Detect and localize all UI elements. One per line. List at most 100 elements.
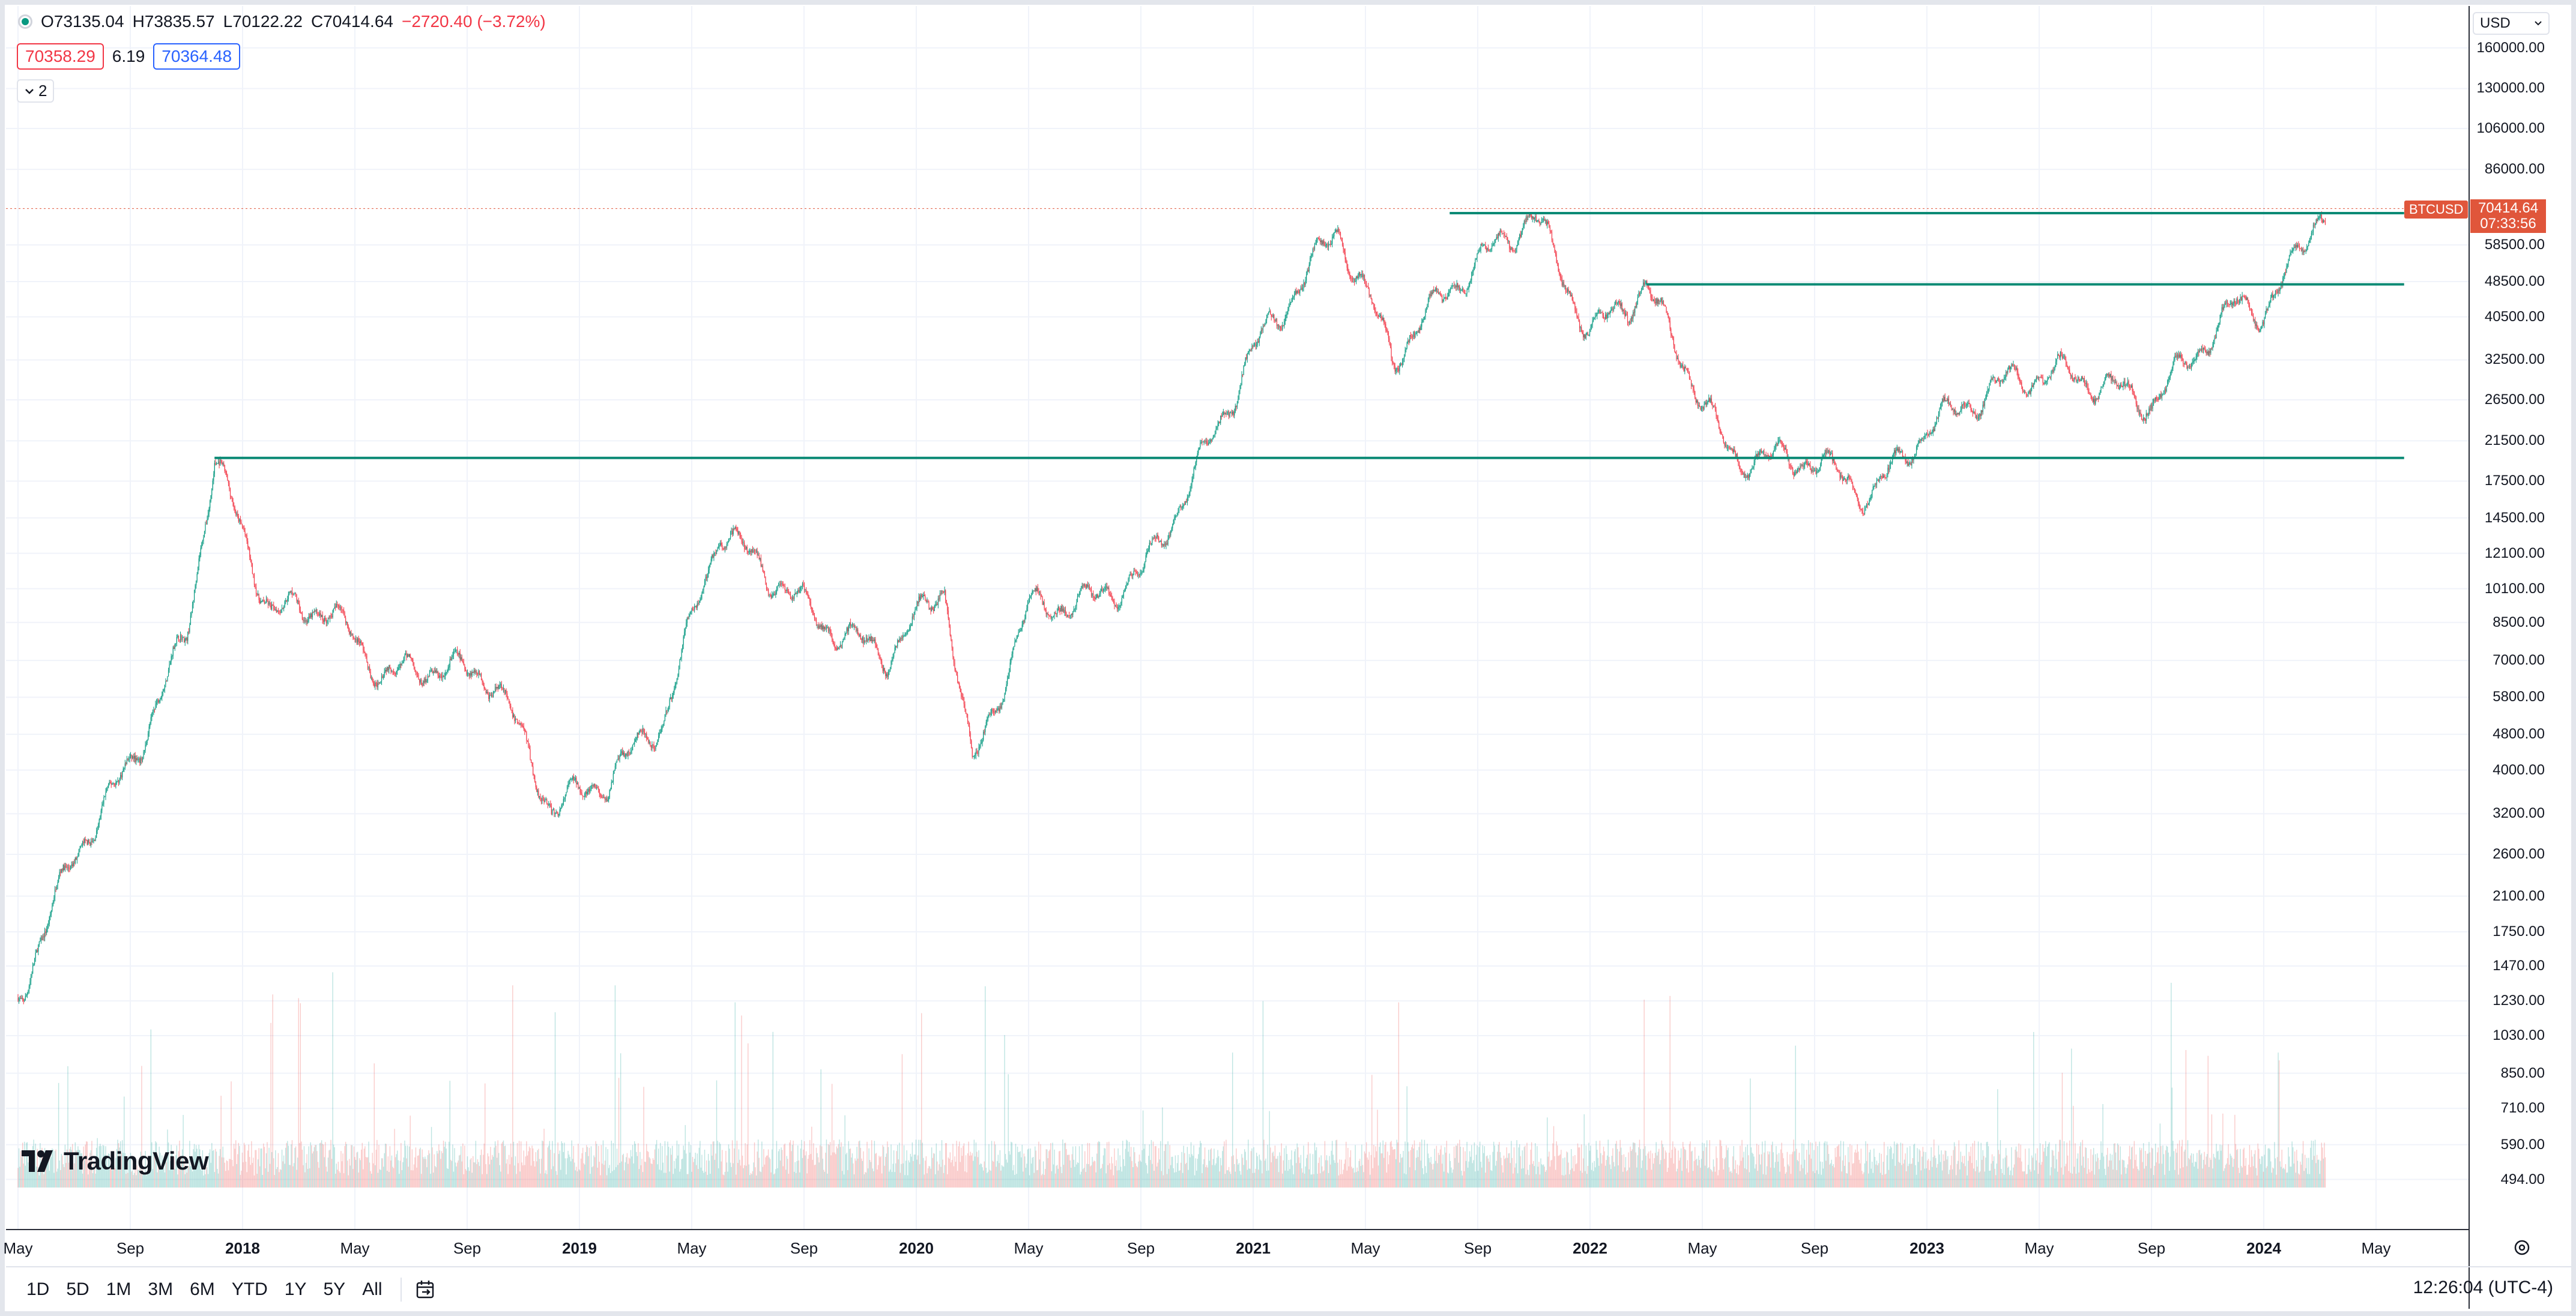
volume-bar (1619, 1139, 1621, 1188)
candle-body (1077, 596, 1078, 602)
volume-bar (767, 1149, 769, 1188)
volume-bar (1482, 1145, 1483, 1188)
volume-bar (861, 1158, 862, 1188)
volume-bar (1598, 1165, 1600, 1188)
candle-body (466, 671, 467, 675)
volume-bar (1266, 1171, 1268, 1188)
volume-bar (528, 1146, 530, 1188)
candle-body (406, 653, 407, 657)
candle-body (46, 929, 47, 933)
volume-bar (672, 1145, 673, 1188)
volume-bar (932, 1158, 933, 1188)
volume-bar (252, 1163, 253, 1188)
volume-bar (598, 1145, 599, 1188)
volume-bar (1223, 1146, 1224, 1188)
candle-body (79, 848, 80, 850)
volume-bar (382, 1167, 384, 1188)
candle-body (1015, 640, 1017, 642)
volume-bar (899, 1173, 901, 1188)
volume-bar (471, 1173, 473, 1188)
volume-bar (1808, 1140, 1809, 1188)
volume-bar (452, 1144, 453, 1188)
candle-body (325, 619, 327, 623)
volume-bar (594, 1157, 596, 1188)
volume-bar (1809, 1155, 1810, 1188)
volume-bar (1992, 1161, 1994, 1188)
volume-bar (639, 1152, 641, 1188)
volume-bar (1708, 1167, 1710, 1188)
candle-body (854, 626, 856, 627)
candle-body (538, 790, 539, 797)
candle-body (684, 632, 685, 637)
candle-body (295, 593, 297, 597)
volume-bar (770, 1172, 772, 1188)
volume-bar (1921, 1156, 1923, 1188)
volume-bar (2255, 1168, 2257, 1188)
volume-bar (550, 1150, 551, 1188)
candle-body (458, 653, 459, 655)
volume-bar (1541, 1164, 1543, 1188)
volume-bar (1096, 1153, 1098, 1188)
volume-bar (1873, 1148, 1875, 1188)
candle-body (737, 531, 739, 534)
volume-bar (2069, 1140, 2070, 1188)
volume-bar (358, 1158, 360, 1188)
volume-bar (244, 1145, 246, 1188)
candle-body (501, 684, 502, 689)
volume-bar (2238, 1168, 2239, 1188)
candle-body (98, 819, 100, 824)
volume-bar (1148, 1156, 1149, 1188)
volume-bar (1724, 1159, 1725, 1188)
volume-bar (1673, 1164, 1675, 1188)
candle-body (450, 659, 452, 660)
volume-bar (911, 1156, 912, 1188)
volume-bar (2022, 1171, 2024, 1188)
volume-bar (1687, 1160, 1689, 1188)
volume-bar (1820, 1161, 1821, 1188)
candle-body (1004, 693, 1005, 702)
candle-body (765, 576, 766, 585)
volume-bar (1176, 1163, 1178, 1188)
volume-bar (1977, 1141, 1979, 1188)
volume-bar (1782, 1153, 1783, 1188)
volume-bar (2187, 1140, 2189, 1188)
candle-body (335, 606, 336, 608)
candle-body (648, 739, 649, 743)
candle-body (662, 725, 664, 727)
volume-bar (1122, 1141, 1123, 1188)
candle-body (896, 646, 897, 647)
volume-bar (1528, 1175, 1529, 1188)
volume-bar (966, 1172, 967, 1188)
candle-body (776, 590, 778, 594)
volume-bar (833, 1140, 835, 1188)
volume-bar (1607, 1139, 1609, 1188)
volume-bar (2164, 1174, 2165, 1188)
volume-bar (600, 1145, 602, 1188)
candle-body (1114, 605, 1116, 606)
candle-body (564, 795, 566, 799)
volume-bar (2296, 1150, 2297, 1188)
candle-body (322, 615, 323, 621)
candle-body (26, 993, 28, 996)
volume-bar (2079, 1146, 2081, 1188)
volume-bar (160, 1165, 162, 1188)
volume-bar (205, 1167, 207, 1188)
volume-bar (204, 1167, 205, 1188)
candle-body (779, 584, 781, 585)
volume-bar (1923, 1152, 1924, 1188)
candle-body (81, 844, 82, 846)
volume-bar (372, 1153, 373, 1188)
volume-bar (1220, 1158, 1221, 1188)
candle-body (1005, 689, 1006, 693)
volume-bar (1425, 1166, 1426, 1188)
volume-bar (2275, 1158, 2276, 1188)
volume-bar (1199, 1147, 1200, 1188)
volume-bar (1469, 1151, 1471, 1188)
candle-body (824, 627, 825, 629)
candle-body (356, 639, 357, 643)
volume-bar (787, 1159, 788, 1188)
candle-body (540, 799, 542, 801)
volume-bar (2140, 1150, 2141, 1188)
volume-bar (163, 1167, 165, 1188)
